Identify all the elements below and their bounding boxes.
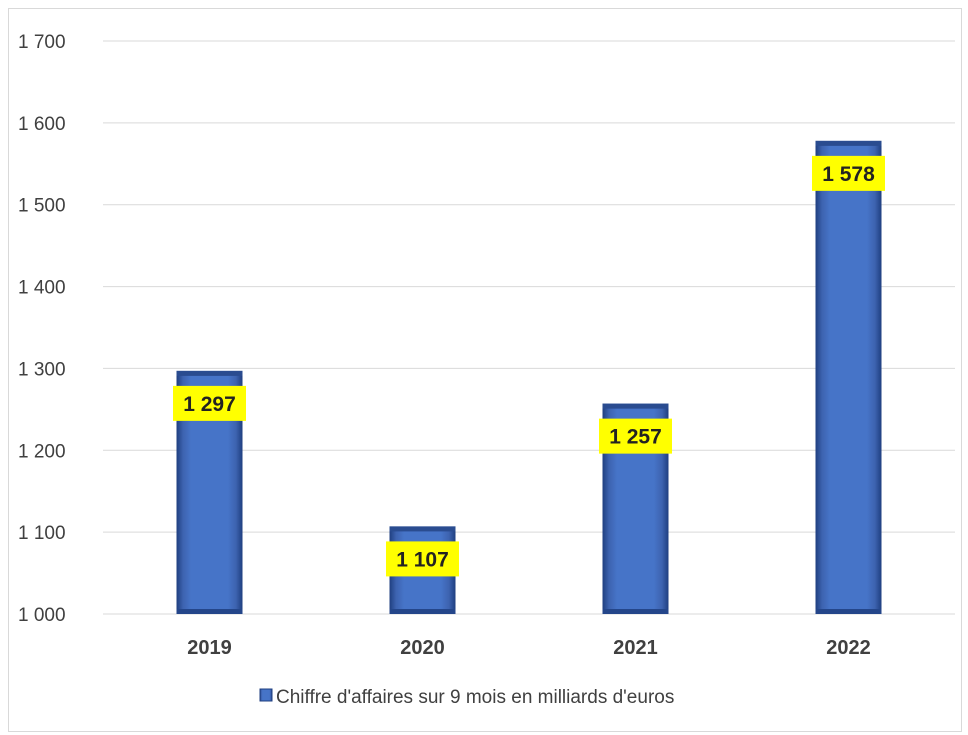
bar-top-edge: [389, 526, 456, 532]
legend-swatch: [259, 688, 273, 702]
data-label: 1 578: [822, 163, 875, 186]
data-label-background: [812, 155, 885, 191]
chart-frame: [8, 8, 962, 732]
data-label: 1 257: [609, 426, 662, 449]
y-tick-label: 1 300: [18, 359, 66, 380]
bar-top-edge: [602, 403, 669, 409]
data-label-background: [386, 541, 459, 577]
data-label: 1 107: [396, 548, 449, 571]
gridlines: [103, 40, 955, 615]
data-label-background: [599, 418, 672, 454]
bar-bottom-edge: [815, 609, 882, 614]
y-tick-label: 1 100: [18, 523, 66, 544]
legend-label: Chiffre d'affaires sur 9 mois en milliar…: [276, 687, 674, 708]
y-tick-label: 1 700: [18, 32, 66, 53]
bar-top-edge: [176, 370, 243, 376]
y-axis-tick-labels: 1 000 1 100 1 200 1 300 1 400 1 500 1 600 1 700: [18, 32, 66, 626]
y-tick-label: 1 000: [18, 605, 66, 626]
y-tick-label: 1 600: [18, 114, 66, 135]
legend: Chiffre d'affaires sur 9 mois en milliar…: [259, 687, 674, 708]
x-tick-label: 2021: [613, 637, 658, 659]
x-axis-tick-labels: 2019 2020 2021 2022: [187, 637, 871, 659]
data-label: 1 297: [183, 393, 236, 416]
bar-top-edge: [815, 140, 882, 146]
bars: [176, 140, 882, 614]
bar-bottom-edge: [389, 609, 456, 614]
y-tick-label: 1 500: [18, 196, 66, 217]
x-tick-label: 2020: [400, 637, 445, 659]
y-tick-label: 1 200: [18, 441, 66, 462]
x-tick-label: 2019: [187, 637, 232, 659]
x-tick-label: 2022: [826, 637, 871, 659]
y-tick-label: 1 400: [18, 278, 66, 299]
bar-bottom-edge: [176, 609, 243, 614]
data-label-background: [173, 385, 246, 421]
bar-2022: [815, 140, 882, 614]
bar-bottom-edge: [602, 609, 669, 614]
data-labels: 1 297 1 107 1 257 1 578: [173, 155, 885, 577]
